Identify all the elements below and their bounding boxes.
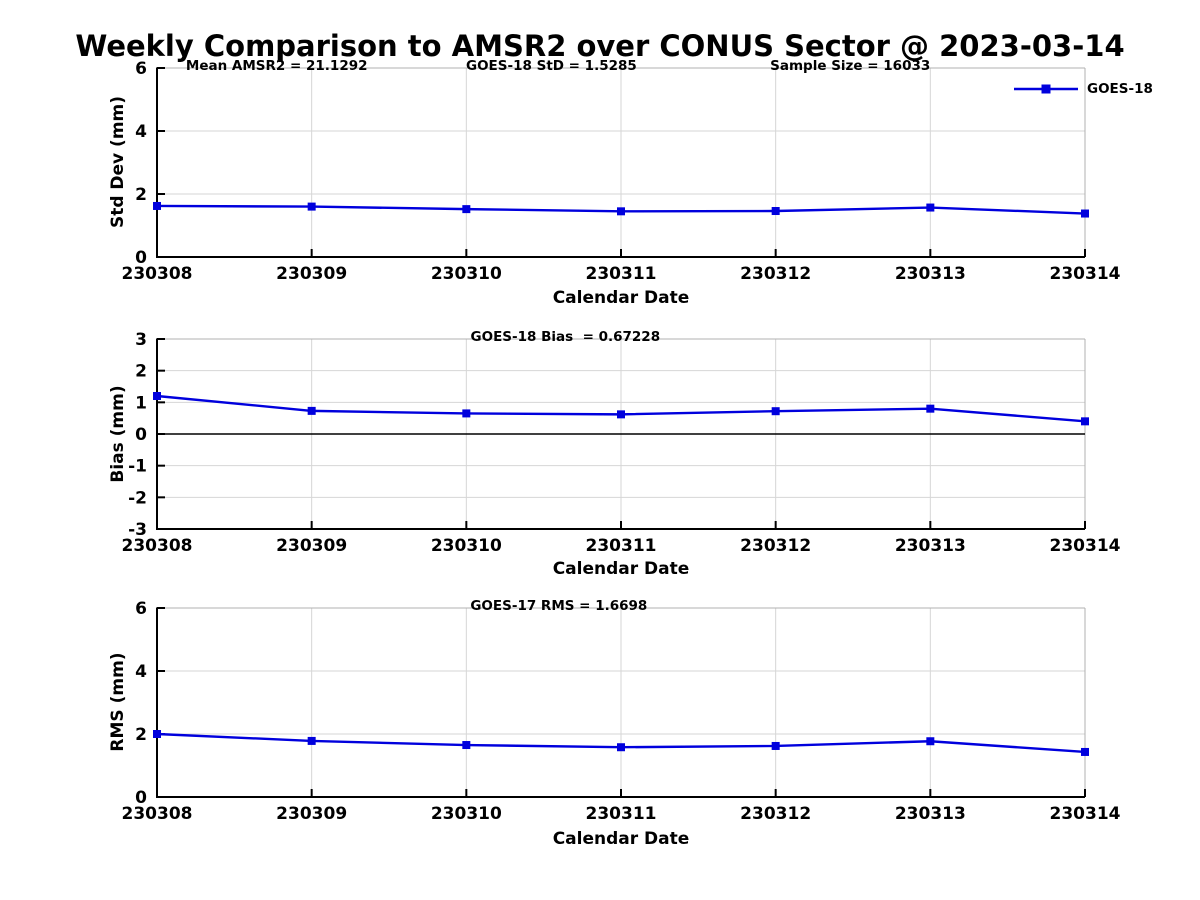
y-tick-label: 2 — [135, 725, 147, 745]
data-point-marker — [153, 730, 161, 738]
data-point-marker — [1081, 417, 1089, 426]
data-point-marker — [771, 407, 780, 416]
data-point-marker — [617, 743, 625, 752]
xlabel-calendar-date-3: Calendar Date — [552, 829, 690, 849]
y-tick-label: 3 — [135, 330, 147, 350]
x-tick-label: 230314 — [1050, 536, 1121, 556]
x-tick-label: 230311 — [586, 536, 657, 556]
x-tick-label: 230312 — [740, 536, 811, 556]
data-point-marker — [926, 737, 935, 746]
data-point-marker — [771, 741, 780, 750]
y-tick-label: 0 — [135, 788, 147, 808]
y-tick-label: 6 — [135, 599, 147, 619]
data-point-marker — [926, 404, 935, 413]
data-point-marker — [1081, 747, 1089, 756]
x-tick-label: 230314 — [1050, 804, 1121, 824]
x-tick-label: 230308 — [122, 264, 193, 284]
data-point-marker — [153, 201, 161, 210]
data-point-marker — [771, 207, 780, 216]
x-tick-label: 230313 — [895, 804, 966, 824]
y-tick-label: 4 — [135, 662, 147, 682]
y-tick-label: 0 — [135, 248, 147, 268]
ylabel-std-dev: Std Dev (mm) — [108, 95, 128, 229]
legend-label: GOES-18 — [1087, 81, 1153, 97]
data-point-marker — [617, 207, 625, 216]
y-tick-label: -3 — [128, 520, 147, 540]
data-point-marker — [926, 203, 935, 212]
data-point-marker — [307, 406, 316, 415]
annotation-sample-size: Sample Size = 16033 — [770, 58, 931, 74]
chart-title: Weekly Comparison to AMSR2 over CONUS Se… — [75, 29, 1125, 63]
data-point-marker — [462, 409, 471, 418]
data-point-marker — [307, 202, 316, 211]
ylabel-rms: RMS (mm) — [108, 652, 128, 752]
y-tick-label: 2 — [135, 185, 147, 205]
x-tick-label: 230312 — [740, 804, 811, 824]
data-point-marker — [462, 741, 471, 750]
annotation-mean-amsr2: Mean AMSR2 = 21.1292 — [185, 58, 368, 74]
annotation-goes18-bias: GOES-18 Bias = 0.67228 — [470, 329, 661, 345]
y-tick-label: -1 — [128, 457, 147, 477]
y-tick-label: 0 — [135, 425, 147, 445]
annotation-goes17-rms: GOES-17 RMS = 1.6698 — [470, 598, 648, 614]
xlabel-calendar-date-2: Calendar Date — [552, 559, 690, 579]
xlabel-calendar-date-1: Calendar Date — [552, 288, 690, 308]
x-tick-label: 230312 — [740, 264, 811, 284]
y-tick-label: -2 — [128, 488, 147, 508]
x-tick-label: 230311 — [586, 804, 657, 824]
x-tick-label: 230310 — [431, 264, 502, 284]
x-tick-label: 230308 — [122, 536, 193, 556]
y-tick-label: 2 — [135, 362, 147, 382]
data-point-marker — [462, 205, 471, 214]
data-point-marker — [307, 736, 316, 745]
annotation-goes18-std: GOES-18 StD = 1.5285 — [466, 58, 637, 74]
legend-line-sample — [1014, 84, 1078, 94]
x-tick-label: 230309 — [276, 536, 347, 556]
x-tick-label: 230309 — [276, 264, 347, 284]
data-point-marker — [617, 410, 625, 419]
ylabel-bias: Bias (mm) — [108, 385, 128, 483]
x-tick-label: 230311 — [586, 264, 657, 284]
x-tick-label: 230308 — [122, 804, 193, 824]
data-point-marker — [1081, 209, 1089, 218]
legend: GOES-18 — [1013, 81, 1153, 97]
y-tick-label: 4 — [135, 122, 147, 142]
x-tick-label: 230313 — [895, 536, 966, 556]
y-tick-label: 1 — [135, 393, 147, 413]
x-tick-label: 230310 — [431, 536, 502, 556]
y-tick-label: 6 — [135, 59, 147, 79]
legend-square-marker-icon — [1041, 84, 1051, 94]
x-tick-label: 230313 — [895, 264, 966, 284]
x-tick-label: 230309 — [276, 804, 347, 824]
x-tick-label: 230314 — [1050, 264, 1121, 284]
data-point-marker — [153, 392, 161, 400]
x-tick-label: 230310 — [431, 804, 502, 824]
